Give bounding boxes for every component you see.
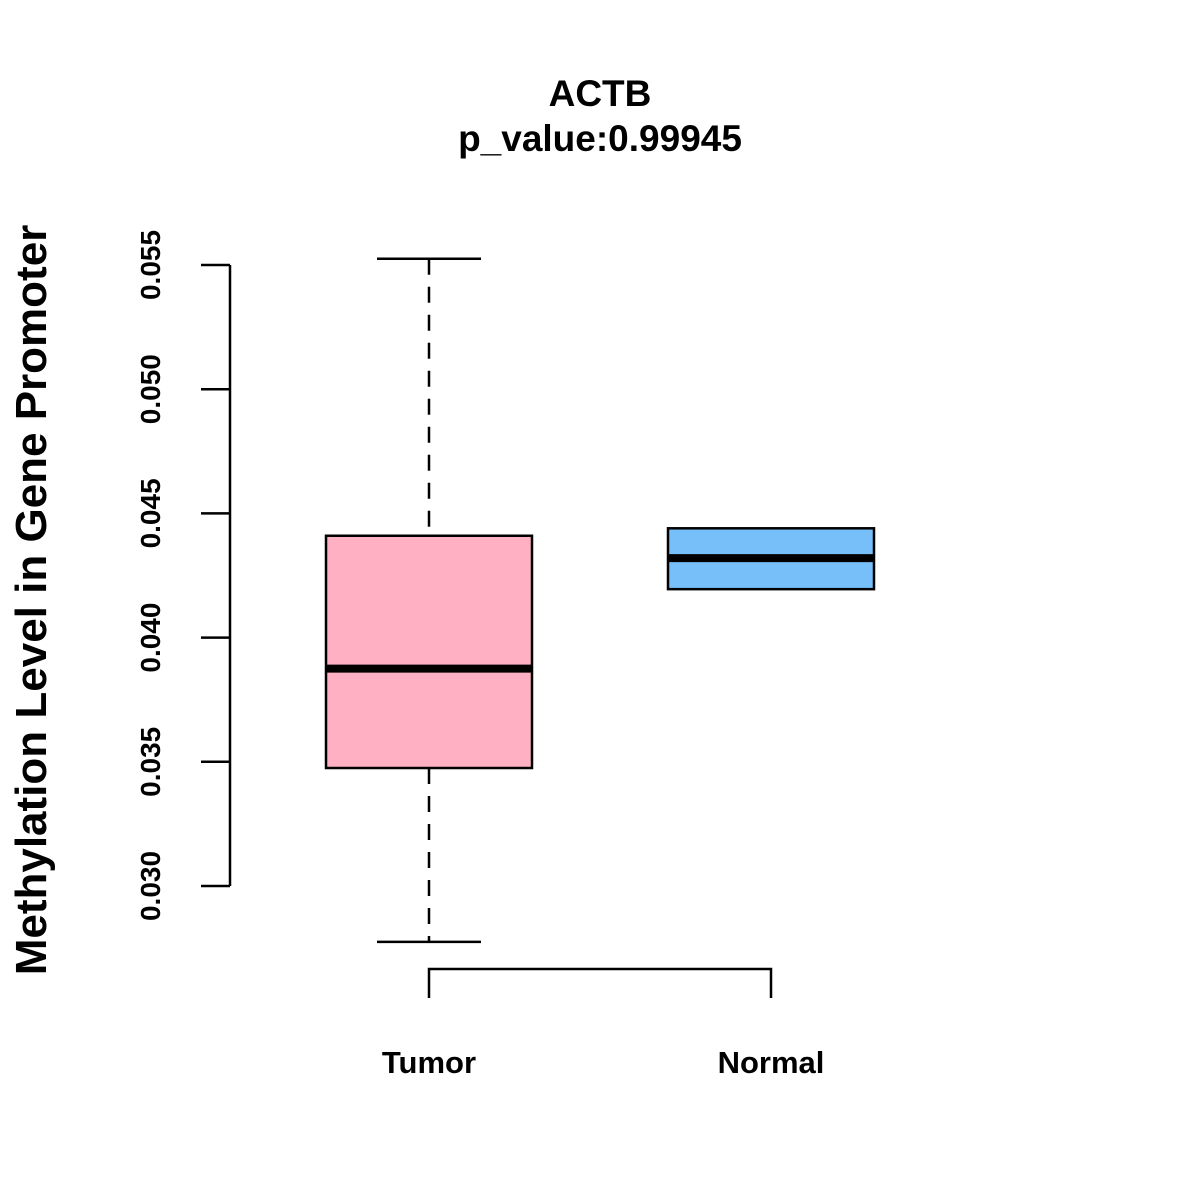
y-tick-label-2: 0.040 [135,603,166,673]
chart-subtitle: p_value:0.99945 [458,118,742,159]
y-tick-label-5: 0.055 [135,230,166,300]
y-tick-label-0: 0.030 [135,851,166,921]
box-normal [666,527,876,591]
y-axis-label: Methylation Level in Gene Promoter [7,225,56,976]
y-tick-label-3: 0.045 [135,478,166,548]
box-tumor [324,257,534,944]
y-tick-label-1: 0.035 [135,727,166,797]
category-label-normal: Normal [718,1045,825,1080]
category-label-tumor: Tumor [382,1045,476,1080]
y-axis: 0.030 0.035 0.040 0.045 0.050 0.055 [135,230,232,921]
boxes-layer [324,257,876,944]
comparison-bracket [427,967,773,998]
y-tick-label-4: 0.050 [135,354,166,424]
chart-title: ACTB [549,73,652,114]
bracket-line [427,967,773,998]
box-body [324,534,534,770]
category-labels: Tumor Normal [382,1045,824,1080]
